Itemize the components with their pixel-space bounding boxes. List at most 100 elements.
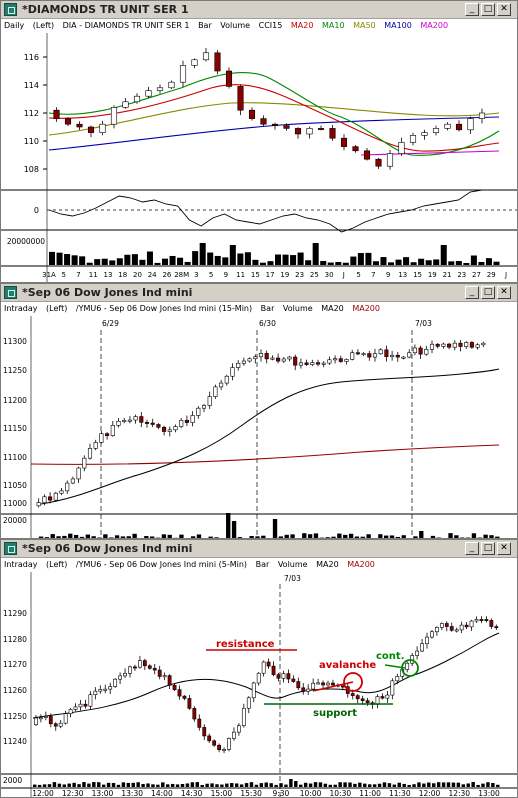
chart-window-icon[interactable] (4, 286, 17, 299)
candle (65, 482, 70, 492)
candle (494, 626, 499, 629)
volume-bar (284, 534, 289, 538)
support-label: support (313, 708, 357, 719)
legend-symbol: /YMU6 - Sep 06 Dow Jones Ind mini (15-Mi… (75, 304, 253, 313)
intraday-5min-chart[interactable]: 7/03 11290 11280 11270 11260 11250 11240… (1, 572, 517, 797)
volume-bar (343, 782, 347, 787)
candle (225, 70, 233, 87)
maximize-button[interactable]: □ (481, 3, 495, 16)
price-tick: 108 (24, 165, 39, 174)
candle (432, 128, 440, 133)
window-titlebar[interactable]: *Sep 06 Dow Jones Ind mini _ □ ✕ (1, 540, 517, 558)
candle (237, 86, 244, 111)
time-tick: 10:30 (330, 789, 352, 797)
volume-bar (79, 536, 85, 538)
volume-bar (97, 782, 101, 787)
price-tick: 11260 (3, 686, 27, 695)
maximize-button[interactable]: □ (481, 286, 495, 299)
volume-bar (62, 535, 67, 538)
candle (98, 689, 103, 692)
candle (179, 419, 184, 427)
volume-bar (126, 782, 131, 787)
close-button[interactable]: ✕ (497, 542, 511, 555)
candle (145, 90, 152, 97)
candle (162, 426, 167, 432)
candle (326, 682, 330, 686)
volume-bar (491, 783, 495, 787)
volume-bar (284, 784, 288, 787)
candle (264, 353, 269, 360)
window-titlebar[interactable]: *DIAMONDS TR UNIT SER 1 _ □ ✕ (1, 1, 517, 19)
candle (469, 620, 474, 628)
volume-bar (388, 262, 395, 265)
volume-bar (244, 252, 251, 265)
close-button[interactable]: ✕ (497, 286, 511, 299)
candle (197, 718, 202, 728)
volume-bar (207, 252, 214, 265)
time-tick: 28M (174, 271, 189, 279)
close-button[interactable]: ✕ (497, 3, 511, 16)
daily-candles (53, 47, 486, 170)
volume-bar (279, 783, 283, 787)
price-tick: 11250 (3, 712, 27, 721)
volume-bar (196, 534, 202, 538)
candle (122, 101, 129, 108)
price-tick: 11000 (3, 499, 27, 508)
volume-bar (249, 782, 254, 787)
volume-bar (92, 782, 96, 787)
volume-bar (33, 784, 37, 787)
candle (424, 348, 429, 355)
time-tick: 13:00 (478, 789, 500, 797)
minimize-button[interactable]: _ (465, 286, 479, 299)
volume-bar (366, 534, 371, 538)
candle (179, 65, 187, 83)
candle (321, 362, 326, 365)
candle (53, 492, 58, 501)
intraday-5min-candles (34, 616, 499, 754)
volume-bar (302, 533, 307, 538)
candle (138, 660, 142, 668)
volume-bar (407, 784, 411, 787)
volume-bar (441, 782, 446, 787)
candle (99, 433, 104, 443)
time-tick: 13:30 (121, 789, 143, 797)
volume-bar (230, 783, 234, 787)
time-tick: 12:30 (448, 789, 470, 797)
volume-bar (170, 783, 175, 787)
volume-bar (237, 537, 243, 538)
volume-bar (146, 251, 153, 265)
candle (38, 717, 43, 720)
legend-scale: (Left) (46, 560, 68, 569)
candle (219, 382, 224, 388)
candle (447, 343, 452, 348)
minimize-button[interactable]: _ (465, 3, 479, 16)
volume-bar (50, 534, 55, 538)
volume-bar (289, 779, 293, 787)
candle (464, 624, 469, 628)
candle (281, 358, 286, 362)
minimize-button[interactable]: _ (465, 542, 479, 555)
volume-bar (378, 534, 383, 538)
chart-window-icon[interactable] (4, 3, 17, 16)
volume-bar (413, 536, 418, 538)
volume-bar (365, 252, 372, 265)
window-titlebar[interactable]: *Sep 06 Dow Jones Ind mini _ □ ✕ (1, 284, 517, 302)
candle (139, 416, 144, 423)
daily-chart[interactable]: 116 114 112 110 108 0 20000000 31A 5 7 11 13… (1, 33, 517, 282)
candle (202, 727, 207, 737)
candle (133, 95, 141, 103)
volume-bar (85, 534, 90, 538)
candle (232, 731, 236, 739)
intraday-15min-chart[interactable]: 6/29 6/30 7/03 11300 11250 11200 11150 1… (1, 316, 517, 538)
candle (110, 425, 115, 437)
candle (248, 109, 256, 119)
time-tick: 27 (472, 271, 481, 279)
time-tick: 15 (413, 271, 422, 279)
volume-bar (417, 782, 421, 787)
volume-bar (358, 782, 362, 787)
volume-bar (56, 536, 61, 538)
time-tick: 13:00 (92, 789, 114, 797)
chart-window-icon[interactable] (4, 542, 17, 555)
maximize-button[interactable]: □ (481, 542, 495, 555)
candle (372, 353, 378, 358)
